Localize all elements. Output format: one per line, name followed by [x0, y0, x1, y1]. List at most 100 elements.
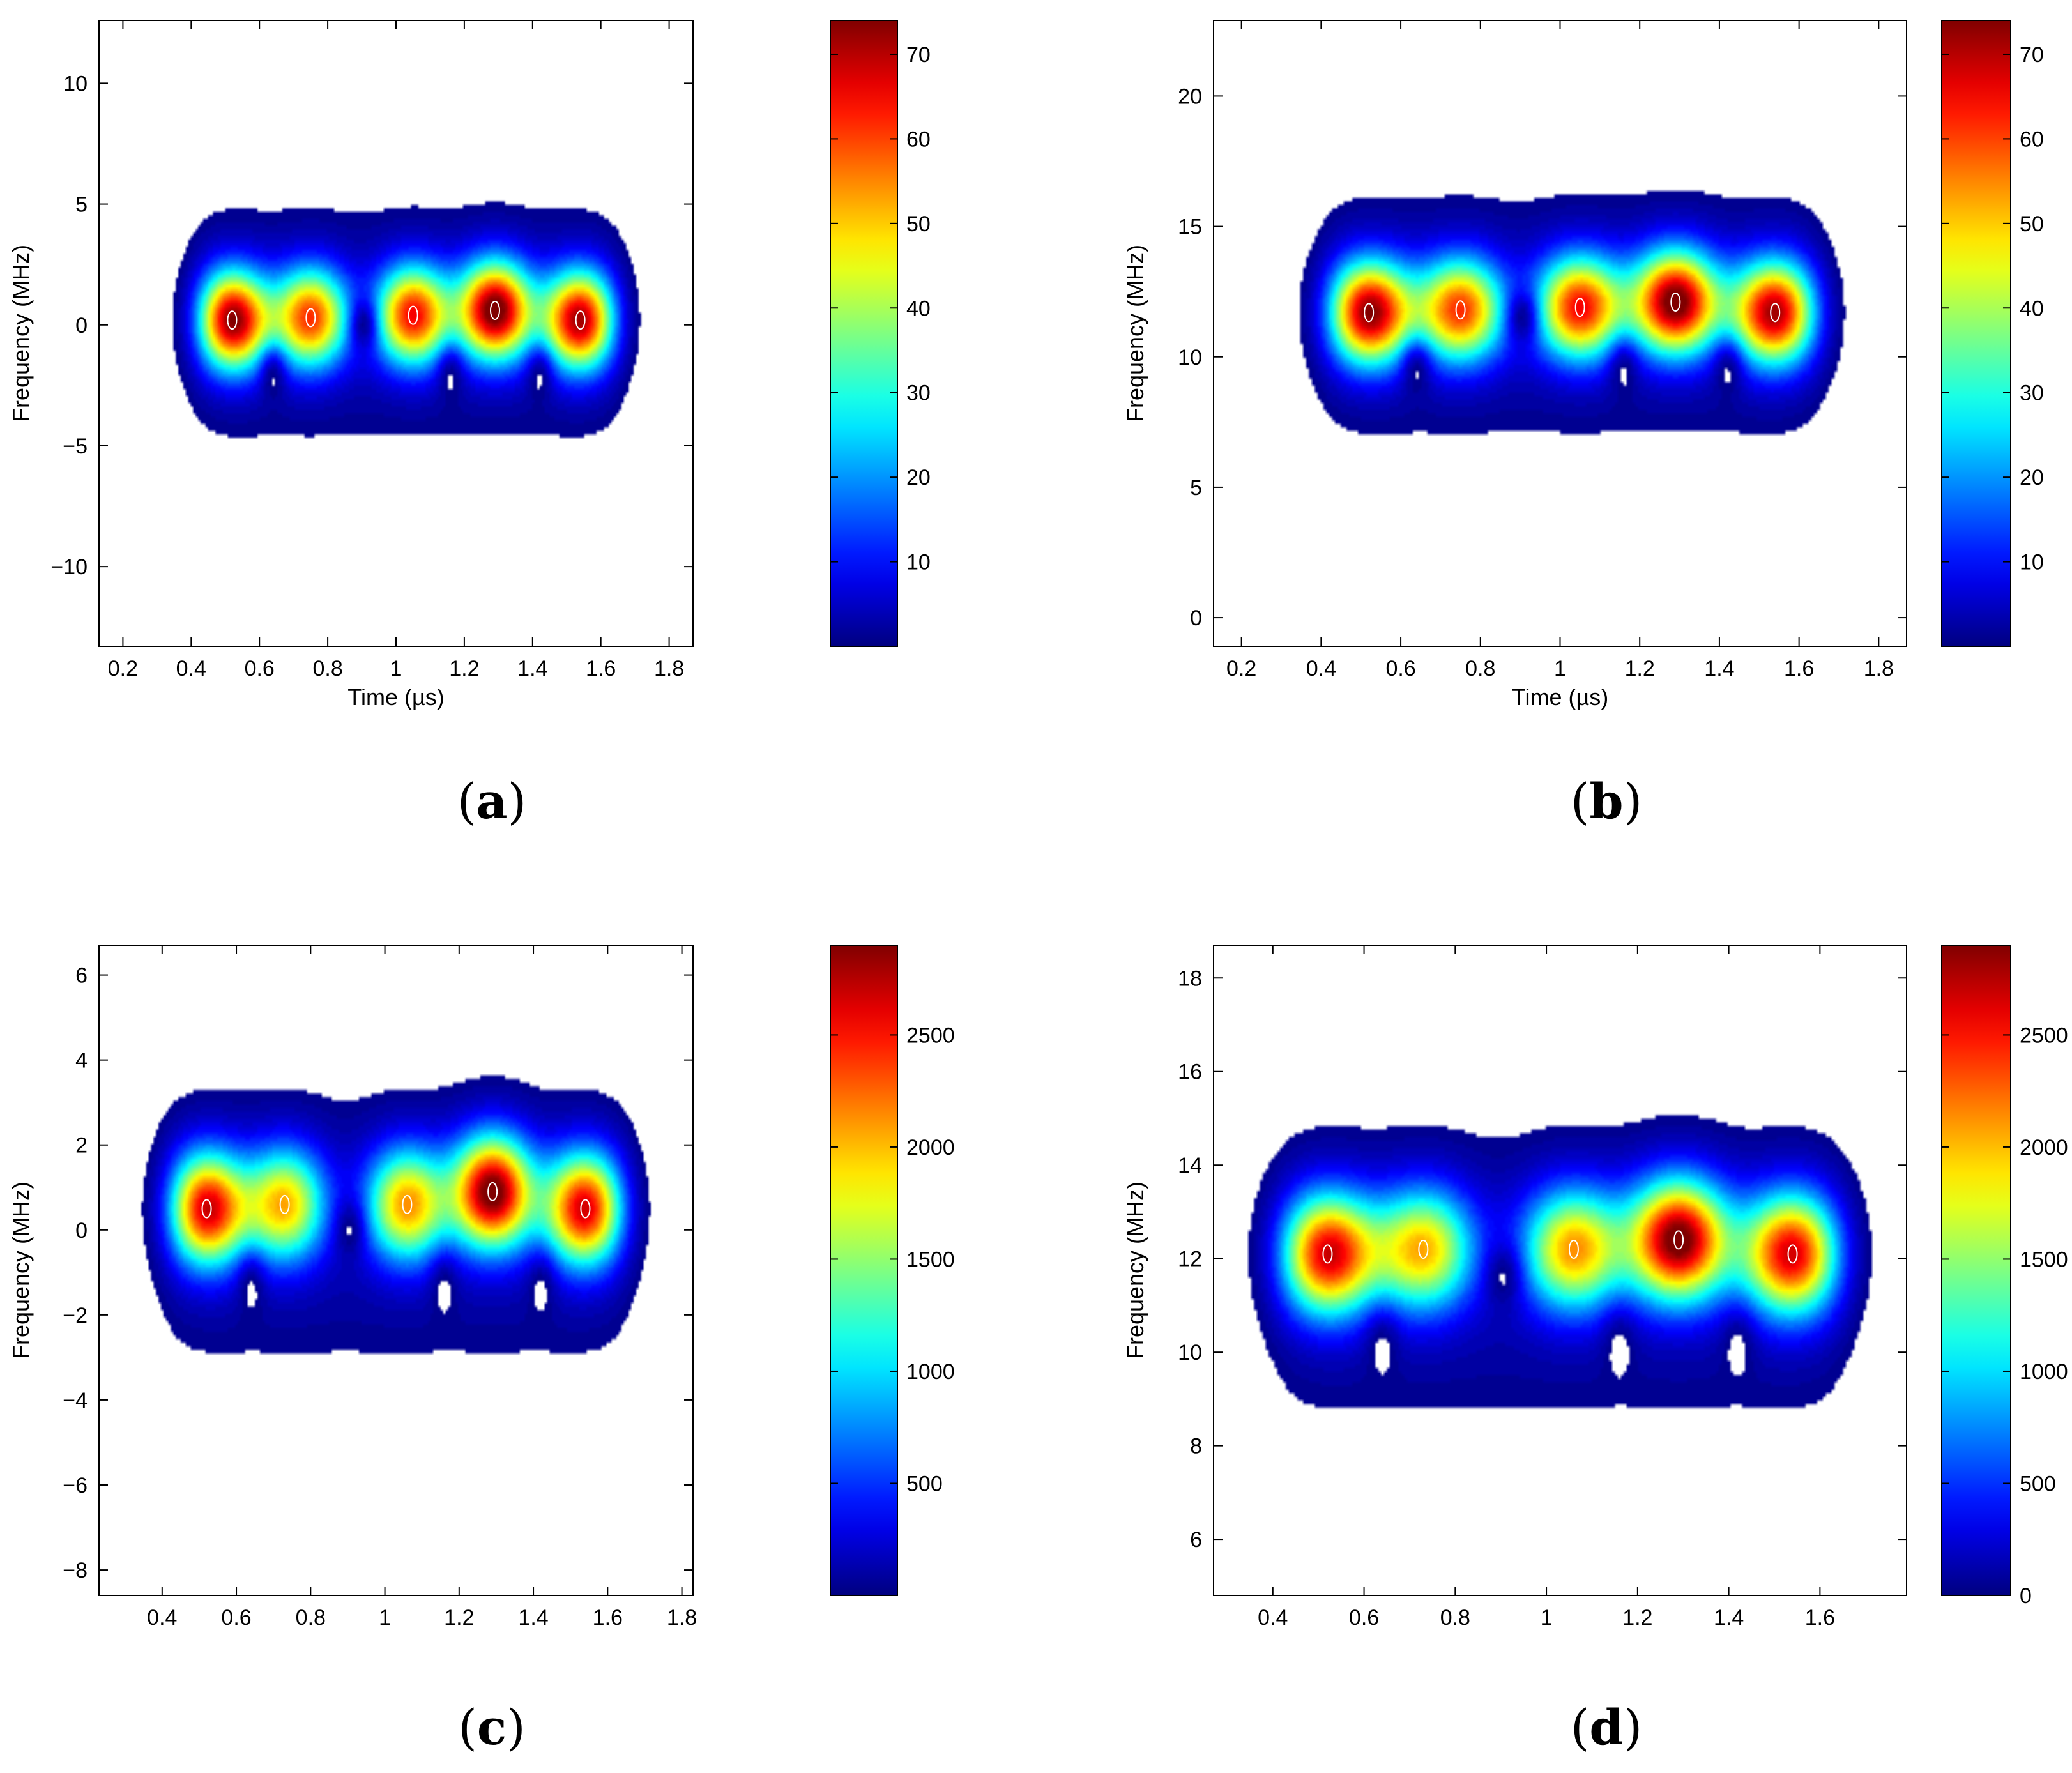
x-tick-label: 1.8 [654, 657, 684, 681]
tf-distribution-image [99, 20, 693, 646]
x-tick-label: 0.8 [1440, 1606, 1470, 1630]
y-tick-label: 5 [1190, 476, 1202, 500]
colorbar-tick-label: 1000 [2020, 1360, 2068, 1384]
x-tick-label: 1.8 [667, 1606, 697, 1630]
colorbar-tick-label: 10 [906, 551, 931, 575]
caption-b: (b) [1570, 773, 1643, 830]
peak-marker [201, 1199, 212, 1219]
x-tick-label: 0.2 [1226, 657, 1256, 681]
tf-distribution-image [99, 945, 693, 1595]
y-tick-label: 20 [1178, 84, 1202, 109]
peak-marker [1574, 298, 1585, 317]
x-tick-label: 1.2 [449, 657, 479, 681]
colorbar-tick-label: 2500 [906, 1023, 955, 1047]
y-tick-label: 16 [1178, 1060, 1202, 1084]
colorbar-tick-label: 50 [2020, 212, 2044, 236]
peak-marker [580, 1199, 591, 1219]
x-tick-label: 1.4 [1704, 657, 1734, 681]
y-tick-label: 0 [75, 1219, 88, 1243]
colorbar-tick-label: 2000 [2020, 1136, 2068, 1160]
y-tick-label: 10 [1178, 346, 1202, 370]
x-tick-label: 1.4 [1714, 1606, 1744, 1630]
peak-marker [1673, 1230, 1684, 1250]
chart-svg: 0.2 0.4 0.6 0.8 1 1.2 1.4 1.6 1.8 −10 −5 0 5 10 Time (… [8, 20, 931, 710]
colorbar [1941, 20, 2011, 647]
x-tick-label: 1.6 [586, 657, 616, 681]
chart-panel-b: 0.2 0.4 0.6 0.8 1 1.2 1.4 1.6 1.8 0 5 10 15 20 Time (µ… [1086, 0, 2072, 715]
chart-svg: 0.4 0.6 0.8 1 1.2 1.4 1.6 6 8 10 12 14 16 18 Time (µs)… [1122, 945, 2068, 1635]
caption-a: (a) [457, 773, 527, 830]
x-tick-label: 1.2 [1625, 657, 1655, 681]
colorbar-tick-label: 60 [906, 127, 931, 151]
colorbar-tick-label: 1500 [2020, 1247, 2068, 1272]
x-tick-label: 0.6 [245, 657, 275, 681]
x-tick-label: 1 [379, 1606, 391, 1630]
x-tick-label: 1 [1554, 657, 1566, 681]
y-tick-label: −4 [63, 1389, 88, 1413]
colorbar-tick-label: 500 [906, 1472, 943, 1496]
colorbar-tick-label: 0 [2020, 1584, 2032, 1608]
x-tick-label: 0.6 [221, 1606, 251, 1630]
y-tick-label: 18 [1178, 966, 1202, 991]
y-tick-label: −2 [63, 1304, 88, 1328]
y-axis-label: Frequency (MHz) [1122, 245, 1148, 422]
y-tick-label: 14 [1178, 1153, 1202, 1178]
peak-marker [1455, 300, 1466, 320]
x-tick-label: 1.4 [518, 1606, 548, 1630]
colorbar-tick-label: 30 [2020, 381, 2044, 406]
colorbar-tick-label: 10 [2020, 551, 2044, 575]
x-tick-label: 1.6 [1805, 1606, 1835, 1630]
peak-marker [408, 305, 418, 325]
peak-marker [1418, 1240, 1429, 1259]
x-axis-label: Time (µs) [347, 684, 444, 710]
plot-frame [98, 945, 694, 1596]
y-tick-label: −5 [63, 434, 88, 459]
plot-frame [1213, 945, 1907, 1596]
chart-panel-c: 0.4 0.6 0.8 1 1.2 1.4 1.6 1.8 −8 −6 −4 −2 0 2 4 6 Time (… [0, 920, 996, 1635]
y-tick-label: 4 [75, 1049, 88, 1073]
y-axis-label: Frequency (MHz) [1122, 1182, 1148, 1359]
y-tick-label: 10 [1178, 1341, 1202, 1365]
x-tick-label: 1.4 [517, 657, 547, 681]
colorbar-tick-label: 70 [906, 43, 931, 67]
x-tick-label: 1.6 [1784, 657, 1814, 681]
colorbar [1941, 945, 2011, 1596]
x-tick-label: 0.4 [1306, 657, 1336, 681]
x-tick-label: 1 [1541, 1606, 1553, 1630]
peak-marker [1770, 303, 1781, 323]
x-tick-label: 0.2 [108, 657, 138, 681]
x-tick-label: 1.8 [1864, 657, 1894, 681]
peak-marker [279, 1194, 290, 1214]
x-tick-label: 0.8 [296, 1606, 326, 1630]
tf-distribution-image [1214, 20, 1907, 646]
colorbar [830, 20, 898, 647]
x-axis-label: Time (µs) [347, 1633, 444, 1635]
colorbar-tick-label: 30 [906, 381, 931, 406]
y-tick-label: 15 [1178, 215, 1202, 240]
y-tick-label: 6 [75, 964, 88, 988]
x-tick-label: 1 [390, 657, 402, 681]
colorbar [830, 945, 898, 1596]
x-tick-label: 0.6 [1349, 1606, 1379, 1630]
y-tick-label: 10 [63, 72, 88, 96]
peak-marker [575, 310, 586, 330]
colorbar-tick-label: 1500 [906, 1247, 955, 1272]
colorbar-tick-label: 1000 [906, 1360, 955, 1384]
colorbar-tick-label: 20 [2020, 466, 2044, 490]
x-tick-label: 0.8 [312, 657, 342, 681]
peak-marker [227, 310, 238, 330]
caption-c: (c) [458, 1699, 526, 1756]
y-tick-label: 6 [1190, 1528, 1202, 1552]
colorbar-tick-label: 2500 [2020, 1023, 2068, 1047]
y-tick-label: 8 [1190, 1434, 1202, 1459]
x-tick-label: 0.4 [147, 1606, 177, 1630]
caption-d: (d) [1570, 1699, 1643, 1756]
x-axis-label: Time (µs) [1512, 1633, 1608, 1635]
chart-panel-d: 0.4 0.6 0.8 1 1.2 1.4 1.6 6 8 10 12 14 16 18 Time (µs)… [1086, 920, 2072, 1635]
peak-marker [1364, 303, 1375, 323]
y-axis-label: Frequency (MHz) [8, 245, 34, 422]
x-axis-label: Time (µs) [1512, 684, 1608, 710]
y-tick-label: 0 [75, 314, 88, 338]
x-tick-label: 1.2 [444, 1606, 474, 1630]
peak-marker [1787, 1244, 1798, 1264]
